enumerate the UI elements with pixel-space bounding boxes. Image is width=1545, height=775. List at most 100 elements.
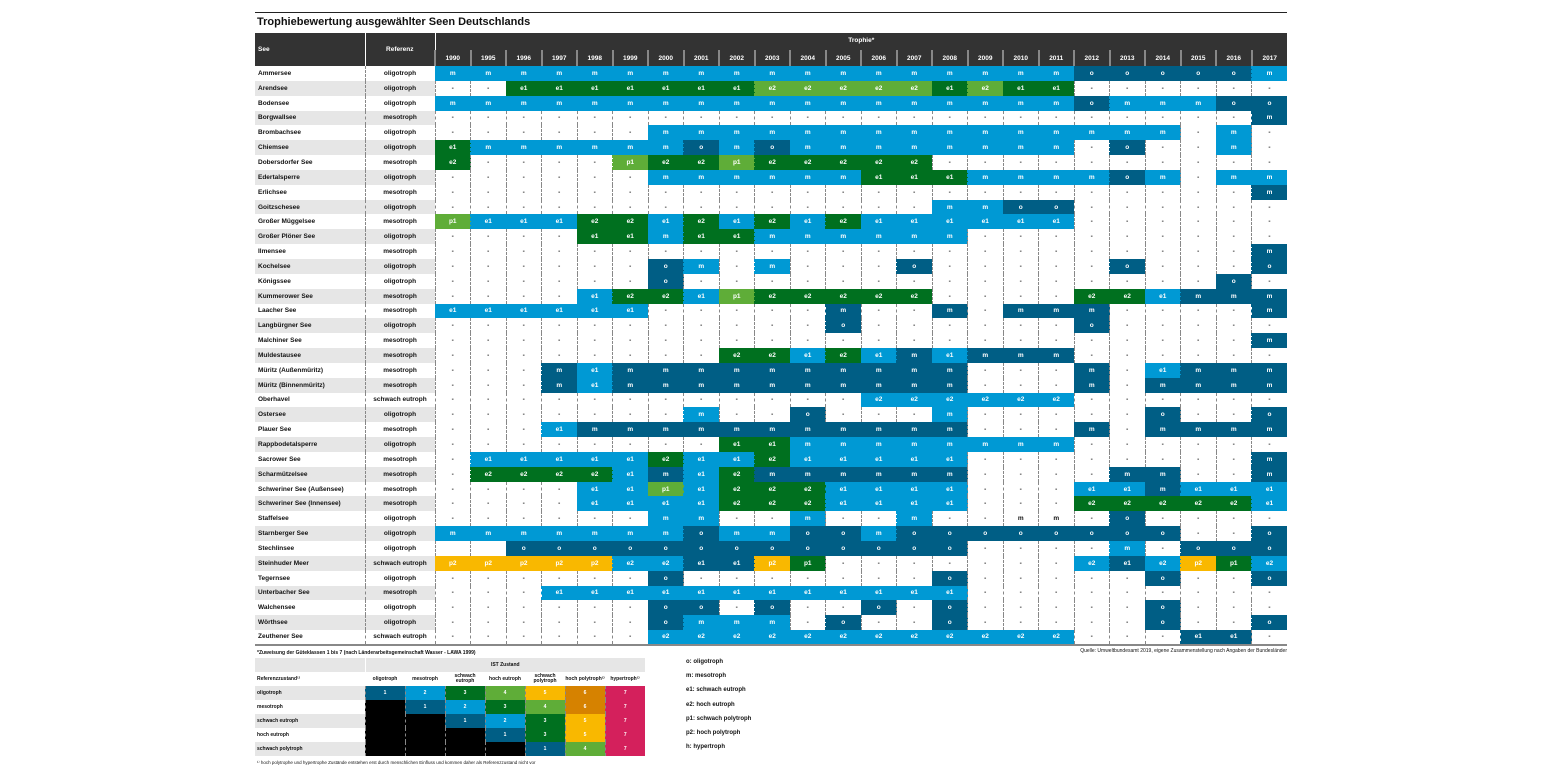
legend-class-cell: 3	[524, 714, 565, 728]
trophy-cell: m	[541, 526, 577, 541]
trophy-cell: e2	[860, 288, 897, 304]
trophy-cell: o	[1180, 66, 1216, 81]
trophy-cell: -	[683, 392, 719, 408]
trophy-cell: m	[612, 95, 648, 111]
reference-state: mesotroph	[364, 110, 435, 126]
trophy-cell: e1	[541, 422, 577, 438]
trophy-cell: e2	[1251, 555, 1287, 571]
trophy-cell: -	[470, 199, 506, 215]
trophy-cell: e2	[647, 288, 684, 304]
trophy-cell: -	[1002, 273, 1039, 289]
trophy-cell: -	[576, 258, 613, 274]
trophy-cell: e1	[683, 80, 719, 96]
trophy-cell: -	[967, 244, 1003, 259]
trophy-cell: -	[434, 333, 471, 349]
trophy-cell: -	[967, 110, 1003, 126]
trophy-cell: e1	[860, 496, 897, 512]
trophy-cell: -	[1180, 169, 1216, 185]
trophy-cell: e2	[612, 288, 648, 304]
trophy-cell: -	[754, 570, 790, 586]
trophy-cell: -	[896, 600, 932, 616]
trophy-cell: -	[1144, 451, 1181, 467]
year-header: 2017	[1250, 50, 1287, 66]
reference-state: mesotroph	[364, 451, 435, 467]
trophy-cell: -	[505, 585, 542, 601]
trophy-cell: m	[718, 362, 755, 378]
year-header: 2007	[895, 50, 932, 66]
trophy-cell: m	[1073, 362, 1110, 378]
trophy-cell: o	[1109, 169, 1145, 185]
trophy-cell: m	[647, 169, 684, 185]
trophy-cell: e1	[718, 585, 755, 601]
trophy-cell: m	[1038, 511, 1074, 527]
trophy-cell: e1	[470, 214, 506, 230]
table-row: Ostersee oligotroph - - - - - - - m - - o - - - m - - - - - o -…	[255, 407, 1287, 423]
trophy-cell: e2	[789, 630, 826, 646]
trophy-cell: m	[1180, 422, 1216, 438]
trophy-cell: p2	[754, 555, 790, 571]
trophy-cell: m	[1251, 377, 1287, 393]
trophy-cell: -	[434, 451, 471, 467]
trophy-cell: -	[1215, 258, 1252, 274]
trophy-cell: -	[470, 348, 506, 363]
trophy-cell: -	[612, 570, 648, 586]
trophy-cell: -	[612, 615, 648, 631]
trophy-cell: m	[647, 422, 684, 438]
trophy-cell: o	[896, 526, 932, 541]
trophy-cell: -	[434, 229, 471, 245]
trophy-cell: -	[576, 125, 613, 141]
trophy-cell: -	[825, 199, 861, 215]
trophy-cell: -	[967, 511, 1003, 527]
legend-class-cell: 3	[524, 728, 565, 742]
trophy-cell: e1	[860, 585, 897, 601]
year-header: 1996	[505, 50, 542, 66]
trophy-cell: -	[754, 392, 790, 408]
trophy-cell: -	[1073, 244, 1110, 259]
trophy-cell: -	[1038, 184, 1074, 200]
trophy-cell: -	[1251, 199, 1287, 215]
trophy-cell: e2	[860, 392, 897, 408]
trophy-cell: m	[825, 229, 861, 245]
trophy-cell: -	[1038, 555, 1074, 571]
trophy-cell: -	[505, 169, 542, 185]
table-row: Stechlinsee oligotroph o o o o o o o o o o o o o - - - - m -…	[255, 541, 1287, 556]
trophy-cell: -	[967, 258, 1003, 274]
trophy-cell: e2	[1180, 496, 1216, 512]
trophy-cell: -	[541, 184, 577, 200]
trophy-cell: e2	[1144, 555, 1181, 571]
trophy-cell: -	[1073, 615, 1110, 631]
table-row: Dobersdorfer See mesotroph e2- - - - p1 e2 e2 p1 e…	[255, 155, 1287, 170]
trophy-cell: -	[896, 244, 932, 259]
trophy-cell: e2	[789, 288, 826, 304]
trophy-cell: m	[505, 140, 542, 156]
trophy-cell: o	[1073, 95, 1110, 111]
trophy-cell: e2	[754, 214, 790, 230]
trophy-cell: m	[612, 422, 648, 438]
trophy-cell: m	[896, 362, 932, 378]
trophy-cell: -	[1109, 437, 1145, 452]
trophy-cell: -	[896, 570, 932, 586]
trophy-cell: e1	[1109, 481, 1145, 497]
trophy-cell: -	[576, 348, 613, 363]
trophy-cell: m	[789, 422, 826, 438]
trophy-cell: -	[1038, 273, 1074, 289]
trophy-cell: -	[1180, 199, 1216, 215]
trophy-cell: -	[754, 199, 790, 215]
trophy-cell: -	[647, 437, 684, 452]
trophy-cell: o	[896, 258, 932, 274]
table-row: Großer Plöner See oligotroph - - - - e1 e1 m e1 e1…	[255, 229, 1287, 245]
trophy-cell: -	[718, 258, 755, 274]
trophy-cell: -	[1073, 214, 1110, 230]
trophy-cell: -	[1180, 125, 1216, 141]
trophy-cell: -	[470, 169, 506, 185]
trophy-cell: e2	[470, 466, 506, 482]
trophy-cell: -	[1180, 437, 1216, 452]
lake-name: Ammersee	[258, 69, 292, 77]
trophy-cell: m	[683, 125, 719, 141]
lake-name: Starnberger See	[255, 526, 365, 541]
trophy-cell: -	[505, 184, 542, 200]
trophy-cell: -	[1073, 630, 1110, 646]
table-row: Arendsee oligotroph - - e1 e1 e1 e1 e1 e1 e1 e2 e2 e2…	[255, 80, 1287, 96]
trophy-cell: m	[1002, 125, 1039, 141]
trophy-cell: m	[683, 95, 719, 111]
